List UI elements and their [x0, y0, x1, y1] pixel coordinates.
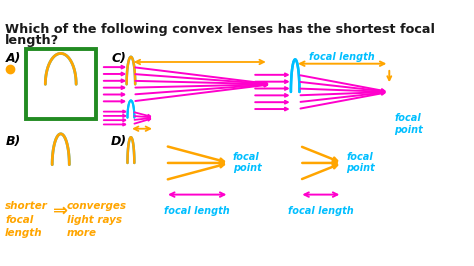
Text: length?: length?: [5, 34, 59, 47]
Bar: [26, 49, 96, 119]
Text: C): C): [111, 52, 126, 65]
Text: Which of the following convex lenses has the shortest focal: Which of the following convex lenses has…: [5, 23, 435, 36]
Text: focal length: focal length: [310, 52, 375, 62]
Text: D): D): [111, 135, 128, 148]
Text: converges
light rays
more: converges light rays more: [67, 201, 127, 238]
Text: A): A): [6, 52, 21, 65]
Text: ⇒: ⇒: [53, 201, 68, 219]
Text: focal
point: focal point: [394, 113, 423, 135]
Text: B): B): [6, 135, 21, 148]
Text: focal
point: focal point: [346, 152, 375, 173]
Text: shorter
focal
length: shorter focal length: [5, 201, 48, 238]
Text: focal length: focal length: [288, 206, 354, 216]
Text: focal length: focal length: [164, 206, 230, 216]
Text: focal
point: focal point: [233, 152, 262, 173]
